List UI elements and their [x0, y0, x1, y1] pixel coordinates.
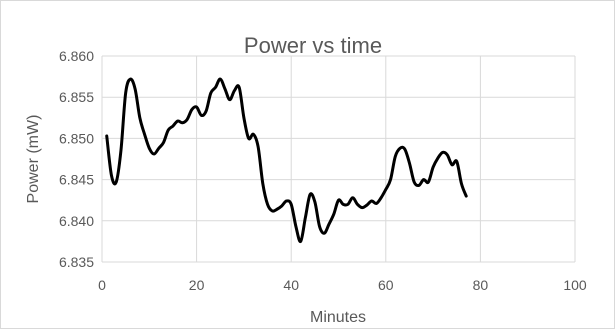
- y-tick-label: 6.845: [59, 172, 94, 188]
- x-tick-label: 100: [563, 277, 587, 293]
- y-tick-label: 6.855: [59, 89, 94, 105]
- x-axis-label: Minutes: [310, 309, 366, 326]
- x-tick-label: 40: [283, 277, 299, 293]
- series-layer: [105, 77, 468, 243]
- x-tick-labels: 0 20 40 60 80 100: [98, 277, 587, 293]
- y-tick-label: 6.835: [59, 254, 94, 270]
- x-tick-label: 0: [98, 277, 106, 293]
- y-tick-label: 6.860: [59, 48, 94, 64]
- series-line: [105, 77, 468, 243]
- x-tick-label: 20: [189, 277, 205, 293]
- y-tick-labels: 6.835 6.840 6.845 6.850 6.855 6.860: [59, 48, 94, 270]
- chart-title: Power vs time: [244, 33, 382, 58]
- x-tick-label: 80: [473, 277, 489, 293]
- y-axis-label: Power (mW): [25, 115, 42, 204]
- grid: [101, 55, 576, 263]
- y-tick-label: 6.850: [59, 130, 94, 146]
- x-tick-label: 60: [378, 277, 394, 293]
- y-tick-label: 6.840: [59, 213, 94, 229]
